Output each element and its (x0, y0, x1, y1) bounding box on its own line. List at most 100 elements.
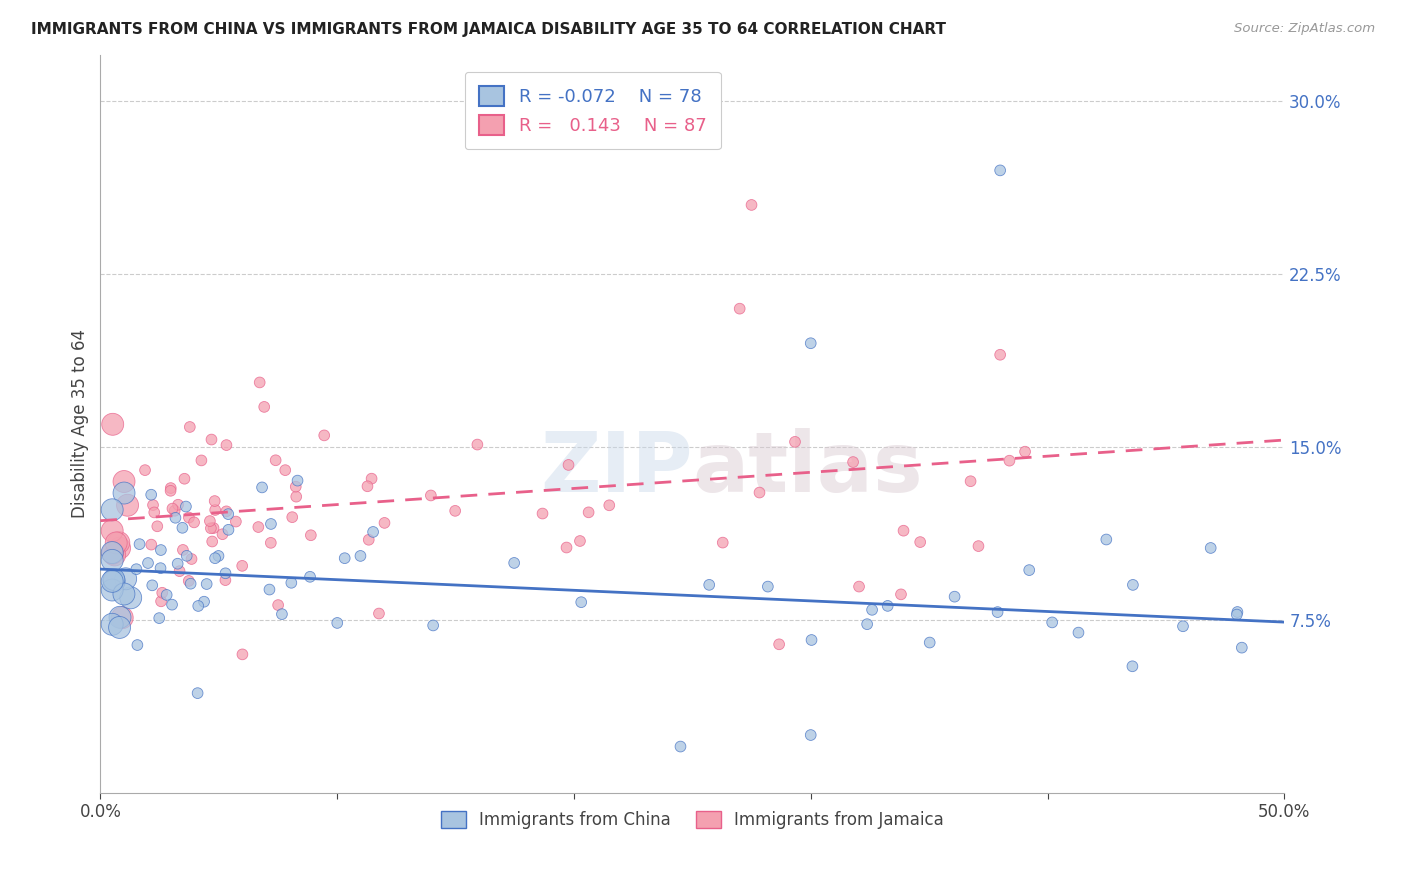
Point (373, 516, 395, 530)
Text: atlas: atlas (692, 427, 924, 508)
Point (172, 521, 194, 535)
Point (1199, 541, 1222, 555)
Point (108, 610, 131, 624)
Point (101, 545, 124, 559)
Point (187, 599, 209, 613)
Point (111, 610, 134, 624)
Point (860, 603, 883, 617)
Point (444, 504, 467, 518)
Point (314, 428, 336, 442)
Point (112, 587, 135, 601)
Point (253, 400, 276, 414)
Point (988, 348, 1011, 362)
Point (361, 524, 384, 539)
Point (204, 494, 226, 508)
Point (169, 564, 191, 578)
Point (101, 574, 124, 589)
Point (180, 576, 202, 591)
Point (669, 739, 692, 754)
Point (202, 521, 225, 535)
Point (531, 507, 554, 521)
Point (172, 543, 194, 558)
Point (756, 580, 779, 594)
Point (215, 438, 238, 452)
Point (173, 472, 195, 486)
Point (800, 632, 823, 647)
Point (163, 504, 186, 518)
Point (174, 500, 197, 514)
Legend: Immigrants from China, Immigrants from Jamaica: Immigrants from China, Immigrants from J… (434, 805, 950, 836)
Point (250, 480, 273, 494)
Point (187, 686, 209, 700)
Point (1095, 533, 1118, 547)
Point (167, 498, 190, 512)
Point (108, 535, 131, 549)
Point (166, 557, 188, 571)
Point (287, 474, 309, 488)
Point (360, 472, 382, 486)
Point (349, 549, 371, 563)
Point (114, 572, 136, 586)
Point (998, 453, 1021, 467)
Point (280, 575, 302, 590)
Point (893, 524, 915, 538)
Point (217, 523, 239, 537)
Point (201, 534, 224, 549)
Point (333, 551, 356, 566)
Point (141, 488, 163, 502)
Point (101, 617, 124, 632)
Point (104, 548, 127, 562)
Point (146, 519, 169, 533)
Point (101, 582, 124, 597)
Point (876, 599, 898, 613)
Y-axis label: Disability Age 35 to 64: Disability Age 35 to 64 (72, 329, 89, 518)
Point (183, 516, 205, 530)
Point (125, 562, 148, 576)
Point (284, 480, 307, 494)
Point (1226, 605, 1249, 619)
Point (503, 556, 526, 570)
Point (214, 573, 236, 587)
Point (180, 552, 202, 566)
Point (264, 453, 287, 467)
Point (141, 578, 163, 592)
Point (1230, 640, 1253, 655)
Text: ZIP: ZIP (540, 427, 692, 508)
Point (247, 520, 270, 534)
Point (200, 521, 222, 535)
Point (281, 510, 304, 524)
Point (260, 516, 283, 531)
Point (204, 503, 226, 517)
Point (555, 541, 578, 555)
Point (967, 539, 990, 553)
Point (108, 541, 131, 555)
Point (768, 637, 790, 651)
Point (267, 598, 290, 612)
Point (800, 728, 823, 742)
Point (217, 507, 239, 521)
Text: IMMIGRANTS FROM CHINA VS IMMIGRANTS FROM JAMAICA DISABILITY AGE 35 TO 64 CORRELA: IMMIGRANTS FROM CHINA VS IMMIGRANTS FROM… (31, 22, 946, 37)
Point (285, 490, 308, 504)
Point (101, 502, 124, 516)
Point (148, 611, 170, 625)
Point (856, 617, 879, 632)
Point (105, 536, 128, 550)
Point (848, 580, 870, 594)
Point (150, 594, 173, 608)
Point (193, 595, 215, 609)
Point (165, 510, 187, 524)
Point (190, 453, 212, 467)
Point (127, 638, 149, 652)
Point (419, 488, 441, 502)
Point (748, 485, 770, 500)
Point (988, 163, 1011, 178)
Point (159, 483, 181, 498)
Point (959, 475, 981, 489)
Point (134, 463, 156, 477)
Point (800, 336, 823, 351)
Point (422, 618, 444, 632)
Point (112, 475, 135, 489)
Point (1121, 659, 1143, 673)
Point (117, 498, 139, 512)
Point (101, 546, 124, 560)
